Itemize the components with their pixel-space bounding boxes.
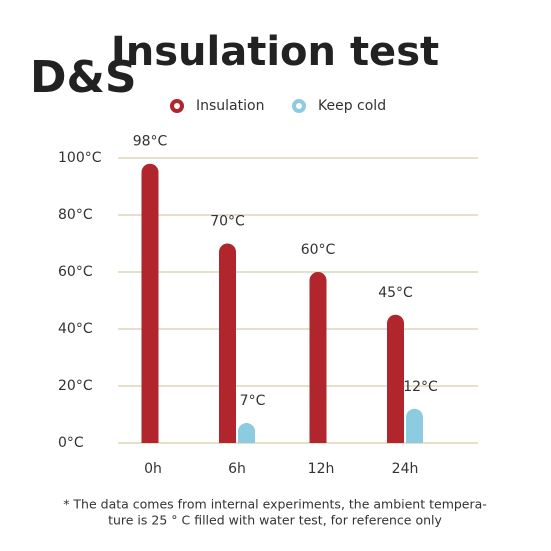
value-label: 60°C xyxy=(301,242,336,258)
value-label: 7°C xyxy=(240,393,266,409)
y-tick-label: 20°C xyxy=(58,378,93,394)
bar xyxy=(238,423,255,443)
value-label: 98°C xyxy=(133,134,168,150)
y-tick-label: 100°C xyxy=(58,150,102,166)
bar xyxy=(219,243,236,443)
legend-label: Keep cold xyxy=(318,98,386,114)
y-tick-label: 80°C xyxy=(58,207,93,223)
value-label: 12°C xyxy=(403,379,438,395)
bar xyxy=(406,408,423,443)
footnote: ture is 25 ° C filled with water test, f… xyxy=(108,513,442,528)
legend-marker xyxy=(170,99,184,113)
bar xyxy=(309,272,327,443)
x-tick-label: 12h xyxy=(308,461,335,477)
y-tick-label: 60°C xyxy=(58,264,93,280)
y-tick-label: 0°C xyxy=(58,435,84,451)
value-label: 70°C xyxy=(210,214,245,230)
bar xyxy=(141,163,159,443)
legend-label: Insulation xyxy=(196,98,264,114)
x-tick-label: 24h xyxy=(392,461,419,477)
y-tick-label: 40°C xyxy=(58,321,93,337)
chart-title: Insulation test xyxy=(111,29,439,75)
footnote: * The data comes from internal experimen… xyxy=(63,497,487,512)
value-label: 45°C xyxy=(378,285,413,301)
x-tick-label: 0h xyxy=(144,461,162,477)
legend-marker xyxy=(292,99,306,113)
logo: D&S xyxy=(30,52,137,103)
bar xyxy=(387,314,404,443)
x-tick-label: 6h xyxy=(228,461,246,477)
